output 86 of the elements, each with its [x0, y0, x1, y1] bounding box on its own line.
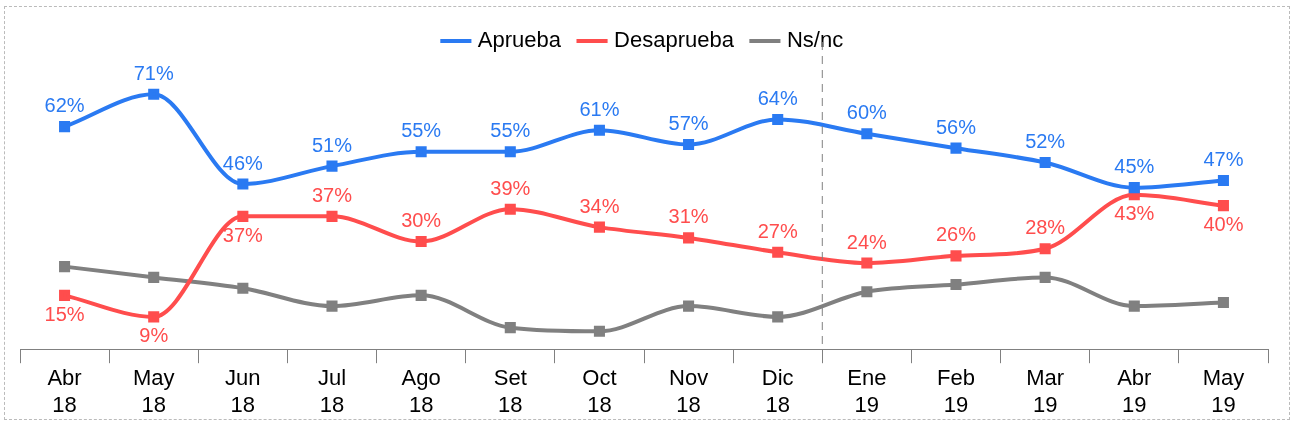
point: [148, 271, 160, 283]
point: [415, 235, 427, 248]
data-label: 71%: [133, 61, 174, 84]
data-label: 43%: [1114, 202, 1155, 225]
data-label: 51%: [311, 133, 353, 156]
x-tick-label: Set 18: [493, 365, 527, 417]
x-tick-label: Abr 18: [47, 365, 82, 417]
x-tick-label: Jun 18: [225, 365, 261, 417]
data-label: 15%: [44, 302, 85, 325]
data-label: 46%: [222, 151, 264, 174]
point: [950, 142, 962, 154]
point: [326, 210, 338, 222]
point: [683, 300, 695, 312]
x-tick-label: May 18: [132, 365, 175, 417]
data-label: 52%: [1025, 130, 1066, 153]
data-label: 45%: [1114, 155, 1155, 178]
point: [1039, 156, 1051, 169]
point: [237, 282, 249, 294]
point: [504, 146, 516, 158]
point: [772, 113, 784, 125]
data-label: 55%: [490, 119, 531, 142]
point: [59, 261, 71, 273]
point: [415, 289, 427, 301]
point: [148, 311, 160, 323]
point: [950, 250, 962, 262]
data-label: 55%: [401, 119, 442, 142]
point: [593, 124, 605, 136]
data-label: 27%: [757, 219, 798, 242]
data-label: 9%: [139, 324, 169, 347]
point: [861, 128, 873, 140]
point: [237, 178, 249, 190]
data-label: 39%: [490, 176, 531, 199]
x-tick-label: Oct 18: [582, 365, 617, 417]
point: [950, 279, 962, 291]
data-label: 62%: [44, 94, 85, 117]
data-label: 64%: [757, 86, 798, 109]
point: [861, 286, 873, 298]
point: [237, 210, 249, 222]
point: [683, 139, 695, 151]
data-label: 61%: [579, 97, 620, 120]
point: [415, 146, 427, 158]
x-tick-label: Jul 18: [317, 365, 347, 417]
point: [593, 325, 605, 337]
data-label: 57%: [668, 112, 709, 135]
point: [1128, 300, 1140, 312]
point: [1217, 200, 1229, 212]
data-label: 30%: [401, 209, 442, 232]
legend-label: Aprueba: [477, 27, 562, 53]
point: [59, 121, 71, 133]
point: [1217, 174, 1229, 187]
data-label: 26%: [935, 223, 977, 246]
data-label: 56%: [935, 115, 977, 138]
legend-label: Desaprueba: [614, 27, 735, 53]
point: [772, 311, 784, 323]
data-label: 28%: [1025, 216, 1066, 239]
point: [504, 203, 516, 215]
x-tick-label: Feb 19: [937, 365, 975, 417]
data-label: 60%: [846, 101, 888, 124]
point: [772, 246, 784, 258]
point: [1039, 243, 1051, 255]
point: [326, 160, 338, 172]
point: [1128, 182, 1140, 194]
data-label: 47%: [1203, 147, 1244, 170]
data-label: 24%: [846, 230, 888, 253]
data-label: 40%: [1203, 213, 1244, 236]
data-label: 37%: [311, 183, 353, 206]
x-tick-label: May 19: [1202, 365, 1245, 417]
x-tick-label: Ago 18: [401, 365, 441, 417]
point: [1217, 296, 1229, 309]
legend-label: Ns/nc: [786, 27, 844, 53]
point: [1039, 271, 1051, 283]
x-tick-label: Abr 19: [1117, 365, 1152, 417]
x-tick-label: Ene 19: [847, 365, 887, 417]
point: [683, 232, 695, 244]
point: [59, 289, 71, 301]
point: [593, 221, 605, 233]
point: [326, 300, 338, 312]
data-label: 34%: [579, 194, 620, 217]
x-tick-label: Nov 18: [669, 365, 709, 417]
data-label: 37%: [222, 223, 264, 246]
x-tick-label: Dic 18: [761, 365, 794, 417]
point: [148, 88, 160, 100]
point: [861, 257, 873, 269]
x-tick-label: Mar 19: [1026, 365, 1065, 417]
data-label: 31%: [668, 205, 709, 228]
point: [504, 322, 516, 334]
